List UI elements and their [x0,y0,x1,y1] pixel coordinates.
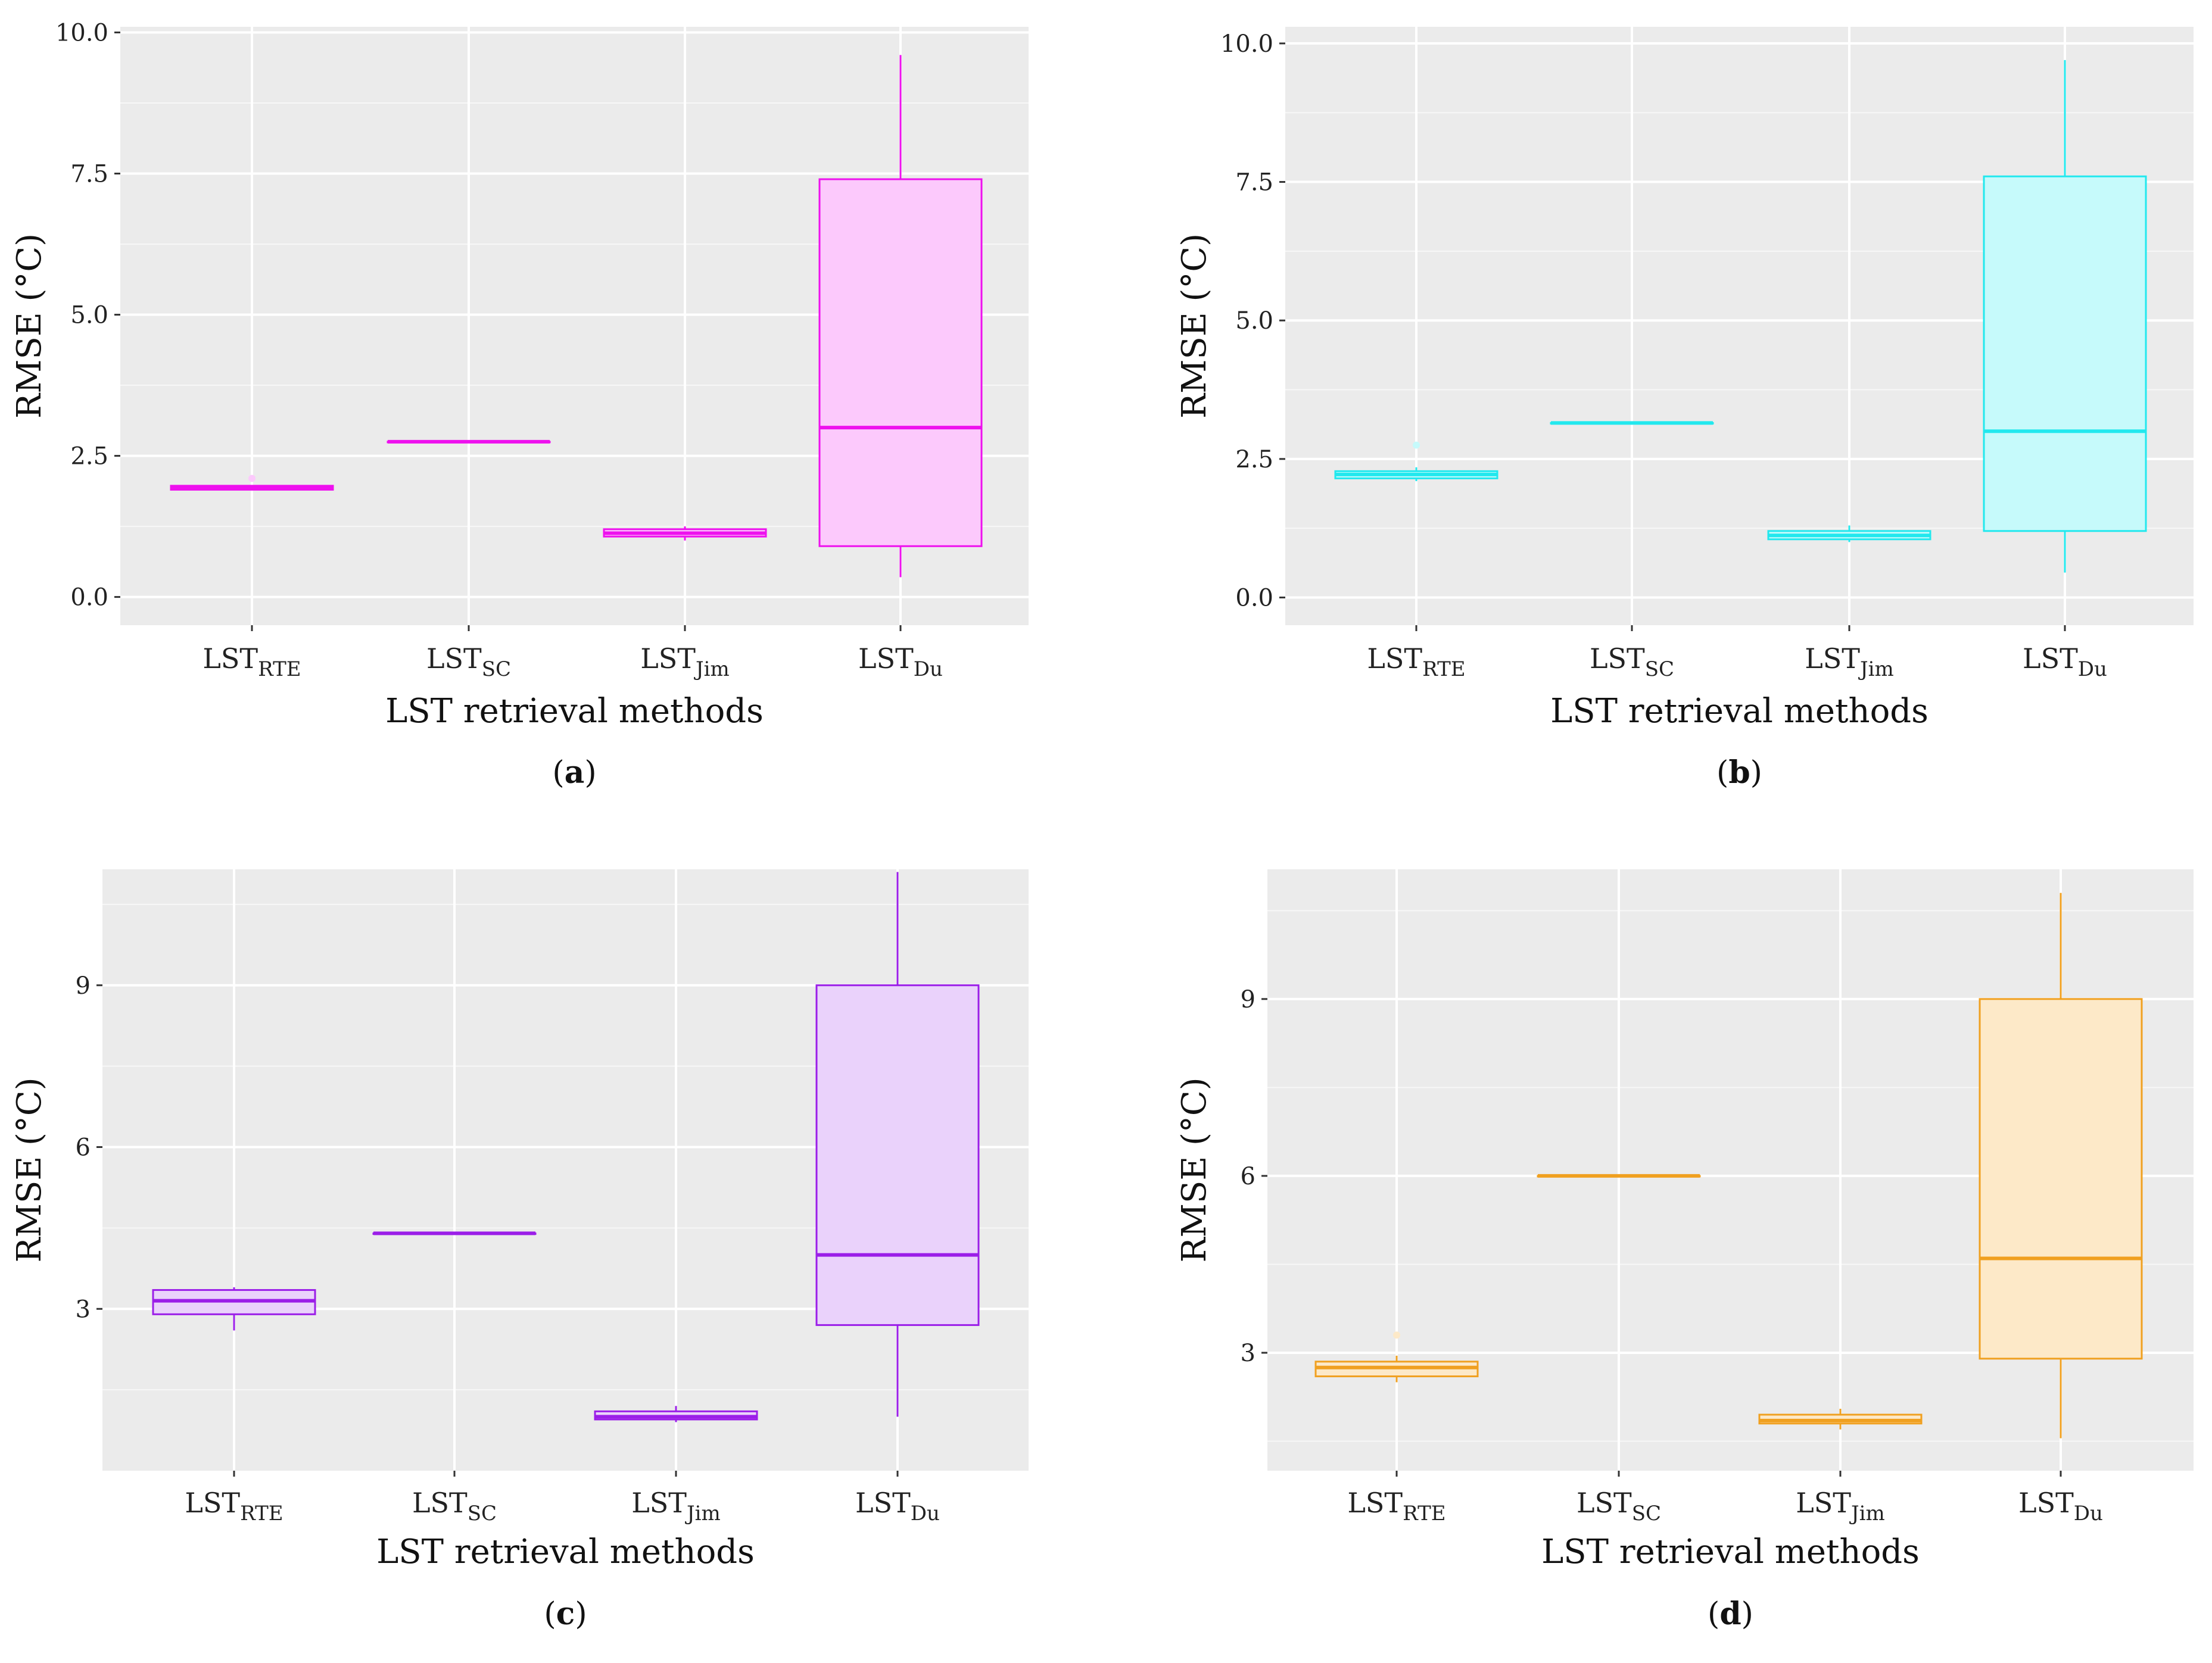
x-tick-label: LSTSC [1590,642,1674,681]
x-tick-label: LSTRTE [1367,642,1465,681]
panel-a: 0.0 2.5 5.0 7.5 10.0 LSTRTE LSTSC LSTJim LSTDu LS… [10,19,1029,791]
box-sc [1537,1174,1701,1178]
box-rte [1314,1331,1479,1383]
y-tick-label: 7.5 [70,161,108,188]
y-axis-title: RMSE (°C) [10,233,49,419]
outlier-point [248,475,256,482]
box-jim [594,1406,758,1422]
box-jim [1758,1409,1923,1430]
panel-label: (d) [1708,1596,1753,1632]
box-du [1983,60,2147,573]
x-axis-title: LST retrieval methods [1550,692,1929,731]
box-rte [152,1287,316,1331]
y-tick-label: 5.0 [70,302,108,329]
panel-b: 0.0 2.5 5.0 7.5 10.0 LSTRTE LSTSC LSTJim LSTDu LS… [1175,27,2194,791]
y-tick-label: 7.5 [1235,169,1273,196]
x-tick-label: LSTJim [1805,642,1894,681]
x-tick-label: LSTRTE [202,642,301,681]
y-tick-label: 6 [76,1134,91,1162]
y-tick-label: 0.0 [1235,584,1273,611]
y-tick-label: 9 [1241,986,1255,1013]
x-tick-label: LSTDu [2023,642,2107,681]
y-tick-label: 3 [76,1296,91,1323]
y-tick-label: 6 [1241,1163,1255,1190]
outlier-point [1393,1331,1400,1339]
box-jim [1767,525,1931,542]
y-tick-label: 0.0 [70,584,108,611]
panel-label: (a) [552,754,596,791]
y-tick-label: 5.0 [1235,307,1273,335]
x-tick-label: LSTJim [640,642,730,681]
x-tick-label: LSTRTE [1347,1487,1445,1525]
box-du [1979,893,2143,1439]
panel-c: 3 6 9 LSTRTE LSTSC LSTJim LSTDu LST retrieval m… [10,869,1029,1632]
y-axis-title: RMSE (°C) [1175,1077,1214,1262]
x-tick-label: LSTDu [855,1487,940,1525]
y-tick-label: 2.5 [70,443,108,470]
x-axis-title: LST retrieval methods [376,1533,755,1571]
iqr-box [815,984,980,1326]
y-axis-title: RMSE (°C) [1175,233,1214,419]
x-tick-label: LSTDu [858,642,943,681]
box-du [815,872,980,1417]
x-tick-label: LSTJim [631,1487,721,1525]
y-axis-title: RMSE (°C) [10,1077,49,1262]
x-tick-label: LSTSC [426,642,511,681]
iqr-box [1983,175,2147,532]
x-axis-title: LST retrieval methods [385,692,764,731]
y-tick-label: 10.0 [55,19,108,46]
y-tick-label: 2.5 [1235,446,1273,473]
outlier-point [1413,441,1420,449]
y-tick-label: 3 [1241,1340,1255,1367]
box-sc [372,1231,537,1235]
box-rte [1334,441,1498,482]
x-tick-label: LSTRTE [185,1487,283,1525]
x-tick-label: LSTSC [1577,1487,1661,1525]
y-tick-label: 9 [76,972,91,1000]
box-rte [170,475,334,491]
panel-d: 3 6 9 LSTRTE LSTSC LSTJim LSTDu LST retrieval m… [1175,869,2194,1632]
y-tick-label: 10.0 [1220,30,1273,58]
x-axis-title: LST retrieval methods [1541,1533,1920,1571]
iqr-box [818,178,983,547]
box-du [818,55,983,578]
panel-label: (c) [544,1596,587,1632]
x-tick-label: LSTSC [412,1487,497,1525]
x-tick-label: LSTJim [1796,1487,1885,1525]
x-tick-label: LSTDu [2018,1487,2103,1525]
panel-label: (b) [1716,754,1762,791]
iqr-box [1979,998,2143,1360]
box-jim [603,526,767,541]
